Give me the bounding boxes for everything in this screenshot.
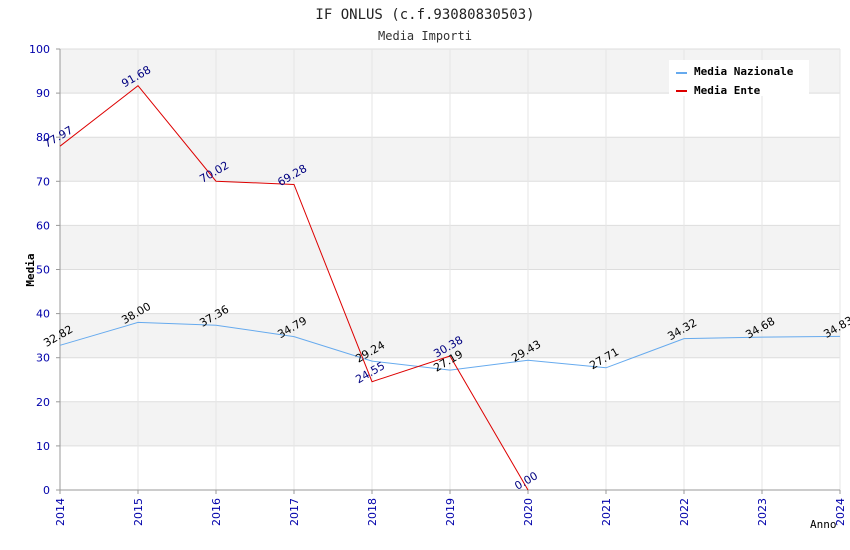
y-tick-label: 100	[29, 43, 50, 56]
y-tick-label: 50	[36, 264, 50, 277]
y-tick-label: 40	[36, 308, 50, 321]
x-tick-label: 2024	[834, 498, 847, 526]
y-tick-label: 90	[36, 87, 50, 100]
legend-label-nazionale: Media Nazionale	[694, 65, 794, 78]
y-axis-label: Media	[24, 253, 37, 286]
x-tick-label: 2018	[366, 498, 379, 526]
y-tick-label: 70	[36, 175, 50, 188]
x-tick-label: 2017	[288, 498, 301, 526]
x-tick-label: 2023	[756, 498, 769, 526]
legend-box	[669, 60, 809, 96]
chart-title: IF ONLUS (c.f.93080830503)	[315, 7, 534, 23]
x-tick-label: 2021	[600, 498, 613, 526]
y-tick-label: 10	[36, 440, 50, 453]
y-tick-label: 0	[43, 484, 50, 497]
x-tick-label: 2015	[132, 498, 145, 526]
x-axis-label: Anno	[810, 518, 837, 531]
x-tick-label: 2020	[522, 498, 535, 526]
y-tick-label: 80	[36, 131, 50, 144]
y-tick-label: 60	[36, 219, 50, 232]
x-tick-label: 2014	[54, 498, 67, 526]
legend: Media Nazionale Media Ente	[669, 60, 809, 97]
x-tick-labels: 2014 2015 2016 2017 2018 2019 2020 2021 2022 2023…	[54, 498, 847, 526]
y-tick-label: 20	[36, 396, 50, 409]
series-lines	[59, 85, 841, 491]
y-tick-label: 30	[36, 352, 50, 365]
x-tick-label: 2022	[678, 498, 691, 526]
series-line-media-ente	[59, 85, 529, 491]
series-line-media-nazionale	[59, 321, 841, 371]
chart-subtitle: Media Importi	[378, 29, 472, 43]
x-tick-label: 2016	[210, 498, 223, 526]
y-tick-labels: 0 10 20 30 40 50 60 70 80 90 100	[29, 43, 50, 497]
legend-label-ente: Media Ente	[694, 84, 761, 97]
axes	[56, 48, 841, 494]
x-tick-label: 2019	[444, 498, 457, 526]
